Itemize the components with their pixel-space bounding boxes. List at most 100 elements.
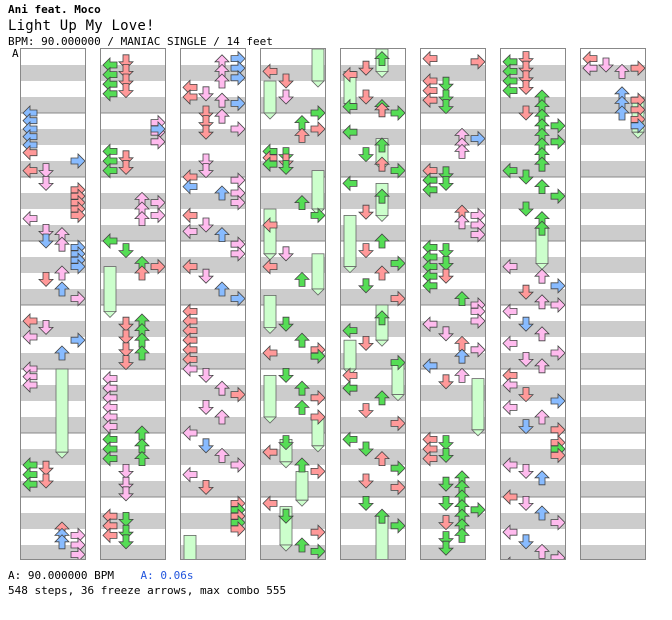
beat-band	[181, 97, 245, 113]
step-arrow-up	[454, 143, 470, 159]
step-arrow-down	[118, 476, 134, 492]
step-arrow-down	[518, 105, 534, 121]
step-arrow-down	[198, 399, 214, 415]
step-arrow-right	[230, 95, 245, 112]
chart-column	[260, 48, 326, 560]
step-arrow-left	[502, 303, 518, 320]
step-arrow-right	[70, 332, 85, 349]
step-arrow-down	[518, 60, 534, 76]
beat-band	[341, 289, 405, 305]
step-arrow-down	[118, 160, 134, 175]
step-arrow-down	[518, 51, 534, 67]
step-arrow-up	[374, 51, 390, 67]
beat-band	[341, 193, 405, 209]
beat-band	[341, 417, 405, 433]
beat-band	[581, 225, 645, 241]
beat-band	[261, 97, 325, 113]
beat-band	[581, 385, 645, 401]
step-arrow-down	[38, 223, 54, 239]
step-arrow-up	[374, 390, 390, 406]
step-arrow-right	[550, 117, 565, 134]
step-arrow-down	[358, 495, 374, 511]
step-arrow-up	[614, 105, 630, 121]
step-arrow-down	[358, 204, 374, 220]
step-arrow-right	[230, 69, 245, 86]
step-arrow-left	[342, 175, 358, 192]
chart-meta: BPM: 90.000000 / MANIAC SINGLE / 14 feet	[8, 35, 273, 48]
beat-band	[261, 289, 325, 305]
beat-band	[421, 385, 485, 401]
step-arrow-down	[198, 105, 214, 121]
beat-band	[581, 129, 645, 145]
step-arrow-right	[150, 121, 165, 137]
step-arrow-down	[118, 355, 134, 371]
step-arrow-right	[470, 226, 485, 243]
step-arrow-right	[470, 341, 485, 358]
step-arrow-down	[118, 524, 134, 540]
beat-band	[501, 225, 565, 241]
step-arrow-up	[454, 348, 470, 364]
beat-band	[101, 321, 165, 337]
beat-band	[21, 385, 85, 401]
chart-column	[180, 48, 246, 560]
step-arrow-down	[358, 473, 374, 489]
bpm-label: A: 90.000000 BPM	[8, 569, 114, 582]
freeze-arrow	[295, 470, 309, 501]
step-arrow-up	[294, 457, 310, 473]
speed-marker: A	[12, 47, 19, 60]
beat-band	[101, 289, 165, 305]
step-arrow-down	[118, 486, 134, 502]
step-arrow-down	[118, 73, 134, 89]
beat-band	[181, 289, 245, 305]
step-arrow-up	[374, 451, 390, 467]
step-arrow-left	[262, 444, 278, 461]
beat-band	[581, 289, 645, 305]
freeze-tail	[311, 288, 325, 296]
step-arrow-down	[358, 243, 374, 259]
beat-band	[581, 321, 645, 337]
step-arrow-up	[294, 537, 310, 553]
step-arrow-right	[230, 521, 245, 537]
step-arrow-down	[438, 435, 454, 451]
beat-band	[181, 129, 245, 145]
freeze-tail	[263, 416, 277, 424]
beat-band	[261, 321, 325, 337]
step-arrow-down	[38, 163, 54, 179]
step-arrow-down	[118, 150, 134, 166]
beat-band	[181, 161, 245, 177]
step-arrow-left	[502, 457, 518, 473]
step-arrow-down	[438, 476, 454, 492]
step-arrow-left	[422, 277, 438, 294]
step-arrow-up	[534, 358, 550, 374]
step-arrow-right	[310, 207, 325, 224]
freeze-tail	[263, 112, 277, 120]
step-arrow-left	[422, 50, 438, 67]
step-arrow-down	[198, 115, 214, 131]
step-arrow-left	[502, 399, 518, 416]
step-arrow-right	[390, 415, 405, 432]
step-arrow-down	[198, 438, 214, 454]
step-arrow-left	[342, 380, 358, 397]
step-arrow-right	[70, 207, 85, 224]
step-arrow-up	[534, 326, 550, 342]
beat-band	[261, 353, 325, 369]
step-arrow-down	[118, 83, 134, 99]
step-arrow-left	[182, 425, 198, 441]
beat-band	[261, 385, 325, 401]
step-arrow-up	[54, 265, 70, 281]
beat-band	[21, 65, 85, 81]
freeze-arrow	[183, 534, 197, 559]
step-arrow-left	[262, 156, 278, 173]
step-arrow-left	[422, 450, 438, 467]
step-arrow-right	[390, 517, 405, 534]
step-arrow-down	[358, 441, 374, 457]
step-arrow-left	[22, 476, 38, 493]
step-arrow-up	[454, 291, 470, 307]
step-arrow-up	[54, 534, 70, 550]
step-arrow-left	[502, 258, 518, 275]
freeze-tail	[311, 80, 325, 88]
beat-band	[21, 97, 85, 113]
beat-band	[21, 193, 85, 209]
step-arrow-up	[534, 409, 550, 425]
step-arrow-down	[198, 124, 214, 140]
